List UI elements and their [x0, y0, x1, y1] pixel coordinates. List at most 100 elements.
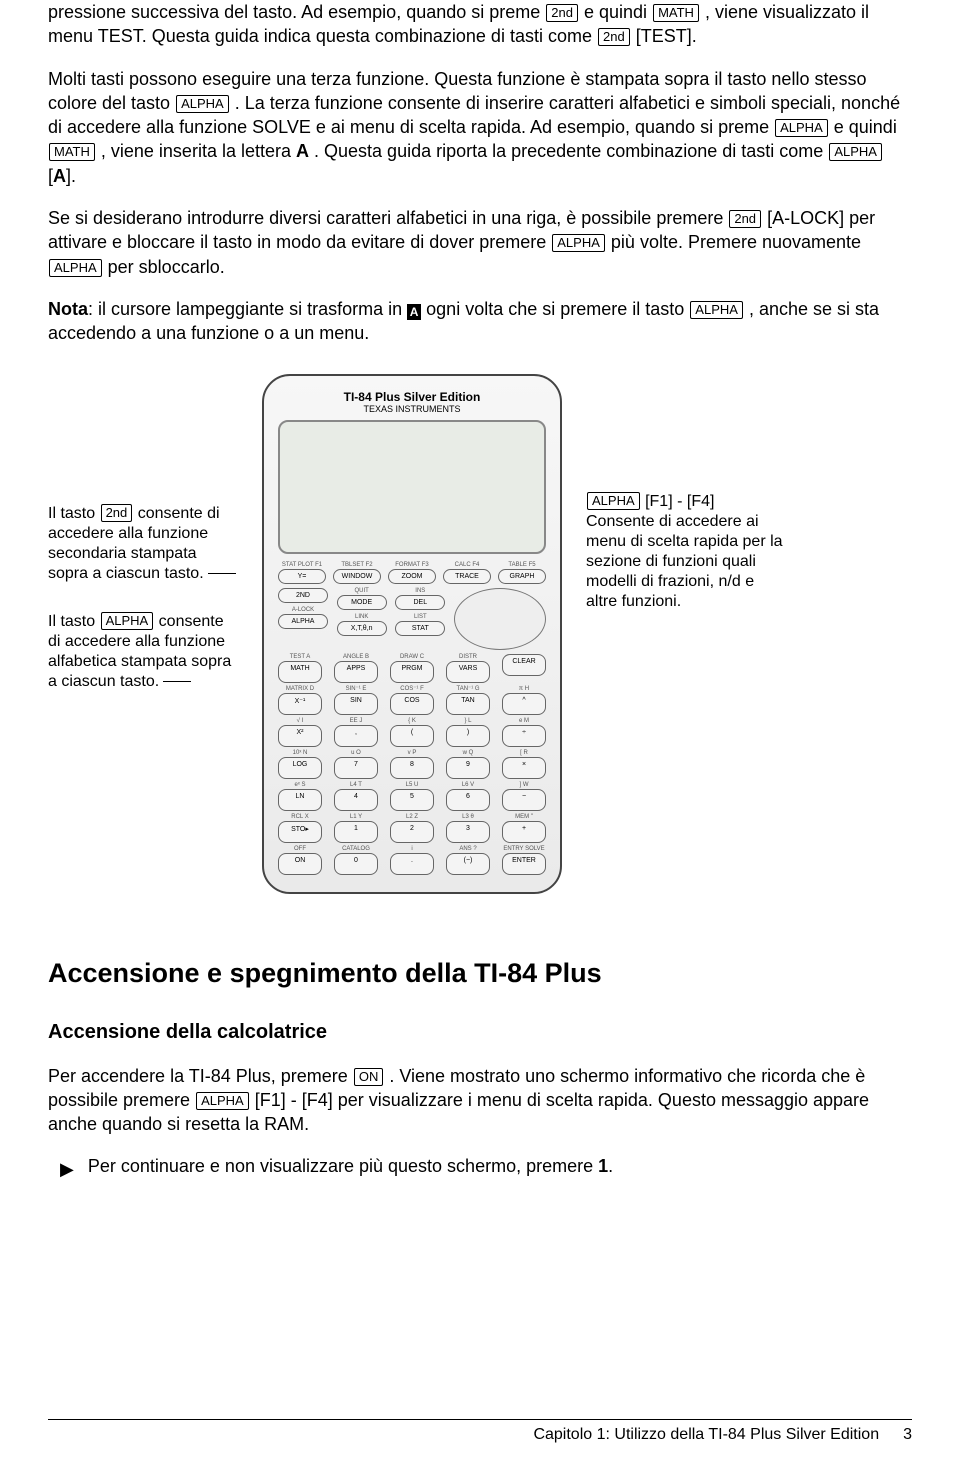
text: A [53, 166, 66, 186]
calc-key-label: MEM " [515, 814, 533, 821]
bullet-continue: ▶ Per continuare e non visualizzare più … [60, 1154, 912, 1181]
calc-key-cell: CALC F4TRACE [443, 562, 491, 584]
calc-key-label: MATRIX D [286, 686, 314, 693]
calc-key-cell: DRAW CPRGM [390, 654, 434, 683]
text: Per continuare e non visualizzare più qu… [88, 1156, 598, 1176]
calc-key: VARS [446, 661, 490, 683]
calc-key: LN [278, 789, 322, 811]
heading-power: Accensione e spegnimento della TI-84 Plu… [48, 958, 912, 989]
calc-key: TAN [446, 693, 490, 715]
page-footer: Capitolo 1: Utilizzo della TI-84 Plus Si… [48, 1419, 912, 1444]
calc-key-cell: LISTSTAT [395, 614, 445, 636]
text: A-LOCK [772, 208, 839, 228]
calc-key-label: TABLE F5 [508, 562, 535, 569]
calc-key-label: } L [464, 718, 471, 725]
footer-page-number: 3 [903, 1426, 912, 1444]
calc-key: 2 [390, 821, 434, 843]
calc-key: 0 [334, 853, 378, 875]
calc-key-cell: TEST AMATH [278, 654, 322, 683]
calc-key-label: L3 θ [462, 814, 474, 821]
paragraph-power-on: Per accendere la TI-84 Plus, premere ON … [48, 1064, 912, 1137]
calc-key-label: TAN⁻¹ G [456, 686, 479, 693]
text: , viene inserita la lettera [101, 141, 296, 161]
calc-key-label: TEST A [290, 654, 311, 661]
calc-key-label: LINK [355, 614, 368, 621]
calc-key-label: π H [519, 686, 529, 693]
calc-key: APPS [334, 661, 378, 683]
text: F4 [307, 1090, 328, 1110]
calc-key-label: ] W [520, 782, 529, 789]
text: e quindi [834, 117, 897, 137]
key-math: MATH [653, 4, 699, 22]
calc-key-label: L2 Z [406, 814, 418, 821]
calc-key: 2ND [278, 588, 328, 603]
subheading-power-on: Accensione della calcolatrice [48, 1021, 912, 1044]
calc-key: 4 [334, 789, 378, 811]
callout-line-icon [208, 573, 236, 574]
calc-key: 3 [446, 821, 490, 843]
calc-key-label: INS [415, 588, 425, 595]
calc-key-cell: A-LOCKALPHA [278, 607, 328, 629]
calc-key: ( [390, 725, 434, 747]
calc-key-row: RCL XSTO▸L1 Y1L2 Z2L3 θ3MEM "+ [278, 814, 546, 843]
calc-key-cell: { K( [390, 718, 434, 747]
calc-key: ÷ [502, 725, 546, 747]
text: F1 [260, 1090, 281, 1110]
calc-key-cell: TAN⁻¹ GTAN [446, 686, 490, 715]
calc-key: MATH [278, 661, 322, 683]
calc-key-cell: ] W− [502, 782, 546, 811]
calc-key-label: FORMAT F3 [395, 562, 428, 569]
calc-key-cell: 10ˣ NLOG [278, 750, 322, 779]
calc-key: TRACE [443, 569, 491, 584]
text: ] - [ [281, 1090, 307, 1110]
left-note-2nd: Il tasto 2nd consente di accedere alla f… [48, 504, 238, 584]
calc-key-label: L6 V [462, 782, 474, 789]
calc-key: ON [278, 853, 322, 875]
calc-key: 7 [334, 757, 378, 779]
callout-line-icon [163, 681, 191, 682]
key-on: ON [354, 1068, 384, 1086]
calc-key-label: i [411, 846, 412, 853]
calc-key: X,T,θ,n [337, 621, 387, 636]
calc-key: ALPHA [278, 614, 328, 629]
key-2nd: 2nd [598, 28, 630, 46]
paragraph-nota: Nota: il cursore lampeggiante si trasfor… [48, 297, 912, 346]
text: [ [641, 493, 650, 510]
calc-key-label: SIN⁻¹ E [346, 686, 367, 693]
text: Se si desiderano introdurre diversi cara… [48, 208, 728, 228]
alpha-cursor-icon: A [407, 304, 421, 320]
calc-key-cell: ANGLE BAPPS [334, 654, 378, 683]
calc-key-cell: INSDEL [395, 588, 445, 610]
key-math: MATH [49, 143, 95, 161]
text: Il tasto [48, 613, 100, 630]
text: : il cursore lampeggiante si trasforma i… [88, 299, 407, 319]
calculator-figure: Il tasto 2nd consente di accedere alla f… [48, 374, 912, 894]
calc-key-row: MATRIX DX⁻¹SIN⁻¹ ESINCOS⁻¹ FCOSTAN⁻¹ GTA… [278, 686, 546, 715]
text: TEST [641, 26, 687, 46]
calc-key-cell: TBLSET F2WINDOW [333, 562, 381, 584]
text: ]. [687, 26, 697, 46]
calc-key-cell: i. [390, 846, 434, 875]
calc-key-row: OFFONCATALOG0i.ANS ?(−)ENTRY SOLVEENTER [278, 846, 546, 875]
calc-key-label: { K [408, 718, 416, 725]
key-alpha: ALPHA [552, 234, 605, 252]
calc-key-cell: π H^ [502, 686, 546, 715]
calc-key: STAT [395, 621, 445, 636]
calc-key-cell: ENTRY SOLVEENTER [502, 846, 546, 875]
calc-key-label: RCL X [291, 814, 308, 821]
calc-key-cell: [ R× [502, 750, 546, 779]
calc-key: GRAPH [498, 569, 546, 584]
calc-key-label: DRAW C [400, 654, 424, 661]
calc-key: Y= [278, 569, 326, 584]
calc-key: 1 [334, 821, 378, 843]
calc-key-cell: SIN⁻¹ ESIN [334, 686, 378, 715]
cursor-pad [454, 588, 546, 650]
calc-key-cell: MATRIX DX⁻¹ [278, 686, 322, 715]
key-alpha: ALPHA [829, 143, 882, 161]
calc-key-label: DISTR [459, 654, 477, 661]
triangle-bullet-icon: ▶ [60, 1157, 74, 1181]
calc-key-label: QUIT [354, 588, 368, 595]
calc-key-row: √ IX²EE J,{ K(} L)e M÷ [278, 718, 546, 747]
calc-key-label: ANS ? [459, 846, 476, 853]
nota-label: Nota [48, 299, 88, 319]
